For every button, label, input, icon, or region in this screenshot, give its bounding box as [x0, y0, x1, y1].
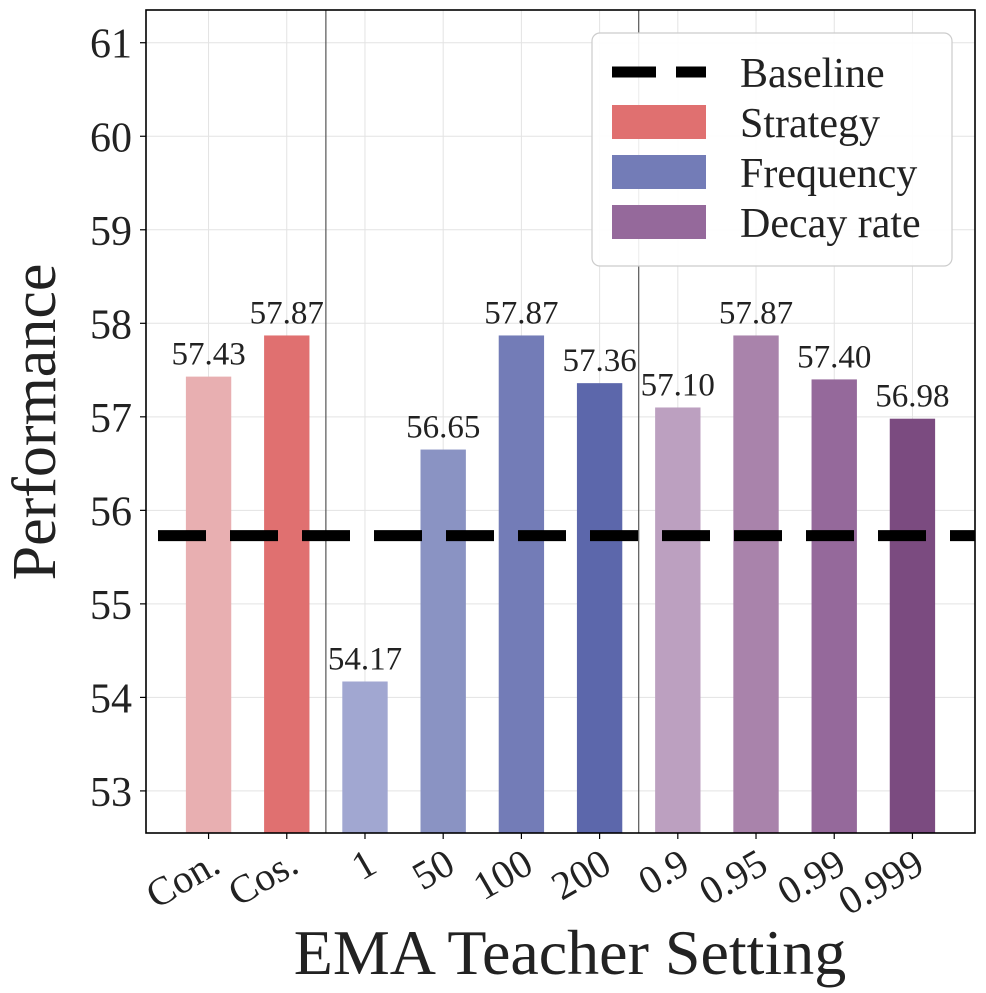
y-tick-label: 59 [90, 209, 132, 255]
legend-label: Decay rate [740, 201, 921, 247]
x-tick-label: 100 [465, 840, 539, 909]
y-tick-label: 53 [90, 770, 132, 816]
legend-swatch [612, 105, 706, 139]
y-tick-label: 55 [90, 583, 132, 629]
value-label: 56.98 [875, 379, 949, 415]
bar [264, 335, 310, 833]
x-axis-ticks: Con.Cos. 1 50 100 200 0.90.950.990.999 [138, 833, 931, 924]
bar [576, 383, 623, 833]
y-tick-label: 58 [90, 302, 132, 348]
y-tick-label: 57 [90, 396, 132, 442]
y-tick-label: 56 [90, 489, 132, 535]
bar [185, 376, 232, 833]
value-label: 57.87 [484, 295, 558, 331]
legend-label: Strategy [740, 101, 880, 147]
bar [342, 681, 388, 833]
value-label: 57.87 [250, 295, 324, 331]
plot-frame [145, 9, 976, 834]
x-tick-label: 0.999 [830, 840, 930, 924]
y-axis-ticks: 53 54 55 56 57 58 59 60 61 [90, 22, 146, 816]
value-labels: 57.4357.8754.1756.6557.8757.3657.1057.87… [171, 295, 949, 677]
value-label: 54.17 [328, 641, 402, 677]
value-label: 56.65 [406, 410, 480, 446]
x-tick-label: 0.9 [631, 840, 697, 904]
legend-label: Frequency [740, 151, 917, 197]
bar [811, 379, 857, 833]
bar [889, 418, 936, 833]
legend-swatch [612, 155, 706, 189]
x-tick-label: 0.95 [691, 840, 774, 914]
x-axis-label: EMA Teacher Setting [294, 917, 846, 988]
bar [733, 335, 779, 833]
value-label: 57.43 [171, 337, 245, 373]
y-tick-label: 54 [90, 676, 132, 722]
legend-label: Baseline [740, 51, 885, 97]
value-label: 57.10 [641, 367, 715, 403]
x-tick-label: 200 [544, 840, 618, 909]
x-tick-label: Con. [138, 840, 227, 917]
x-tick-label: 1 [344, 840, 384, 889]
y-axis-label: Performance [1, 264, 69, 581]
bar [420, 449, 466, 833]
y-tick-label: 61 [90, 22, 132, 68]
value-label: 57.36 [562, 343, 636, 379]
y-tick-label: 60 [90, 115, 132, 161]
bars [185, 335, 936, 833]
value-label: 57.40 [797, 339, 871, 375]
x-tick-label: 50 [405, 840, 462, 899]
bar [498, 335, 545, 833]
x-tick-label: Cos. [220, 840, 305, 915]
legend-swatch [612, 205, 706, 239]
value-label: 57.87 [719, 295, 793, 331]
bar [655, 407, 701, 833]
